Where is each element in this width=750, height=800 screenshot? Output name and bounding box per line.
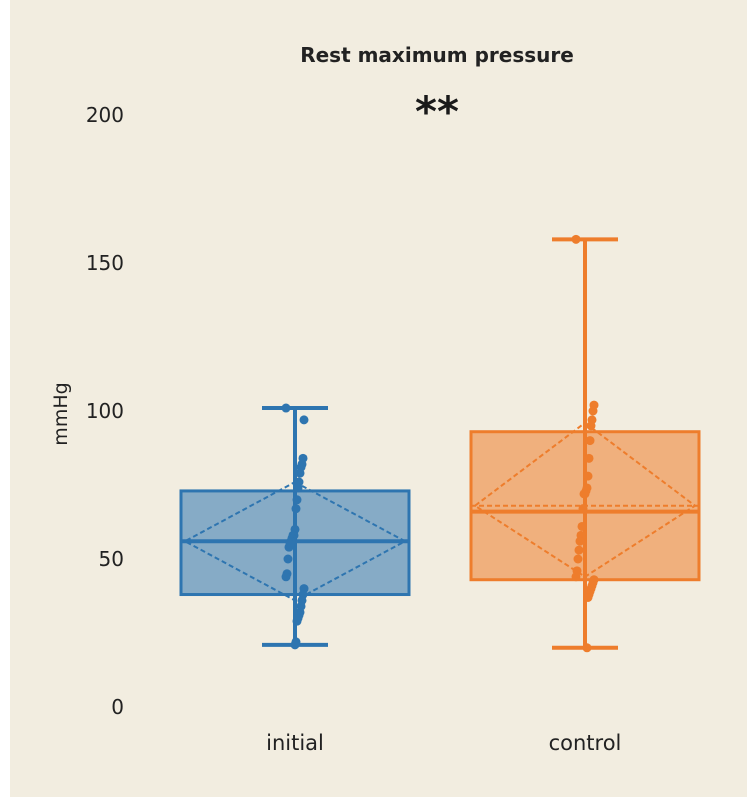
data-point (574, 545, 584, 555)
box-group-initial (179, 403, 411, 650)
data-point (281, 403, 291, 413)
x-category-label: control (549, 731, 622, 755)
data-point (583, 471, 593, 481)
data-point (586, 421, 596, 431)
data-point (579, 489, 589, 499)
data-point (290, 640, 300, 650)
data-point (293, 483, 303, 493)
y-tick-label: 0 (111, 695, 124, 719)
data-point (283, 554, 293, 564)
data-point (299, 415, 309, 425)
data-point (291, 504, 301, 514)
y-tick-label: 50 (99, 547, 124, 571)
y-tick-label: 100 (86, 399, 124, 423)
chart-panel (10, 0, 747, 797)
data-point (571, 572, 581, 582)
data-point (583, 592, 593, 602)
data-point (578, 504, 588, 514)
data-point (585, 436, 595, 446)
data-point (571, 234, 581, 244)
data-point (575, 536, 585, 546)
data-point (577, 521, 587, 531)
y-axis-label: mmHg (50, 382, 72, 445)
boxes-layer (179, 234, 701, 653)
x-category-label: initial (266, 731, 324, 755)
data-point (582, 643, 592, 653)
data-point (281, 572, 291, 582)
chart-title: Rest maximum pressure (300, 43, 574, 67)
data-point (284, 542, 294, 552)
data-point (292, 495, 302, 505)
data-point (588, 406, 598, 416)
mean-diamond (182, 480, 408, 602)
y-tick-label: 150 (86, 251, 124, 275)
box-group-control (469, 234, 701, 653)
mean-diamond (473, 421, 697, 578)
data-point (584, 453, 594, 463)
data-point (295, 468, 305, 478)
y-tick-label: 200 (86, 103, 124, 127)
y-axis: 0 50 100 150 200 (86, 103, 124, 719)
x-axis: initial control (266, 731, 621, 755)
significance-annotation: ** (415, 87, 459, 136)
data-point (573, 554, 583, 564)
data-point (292, 616, 302, 626)
